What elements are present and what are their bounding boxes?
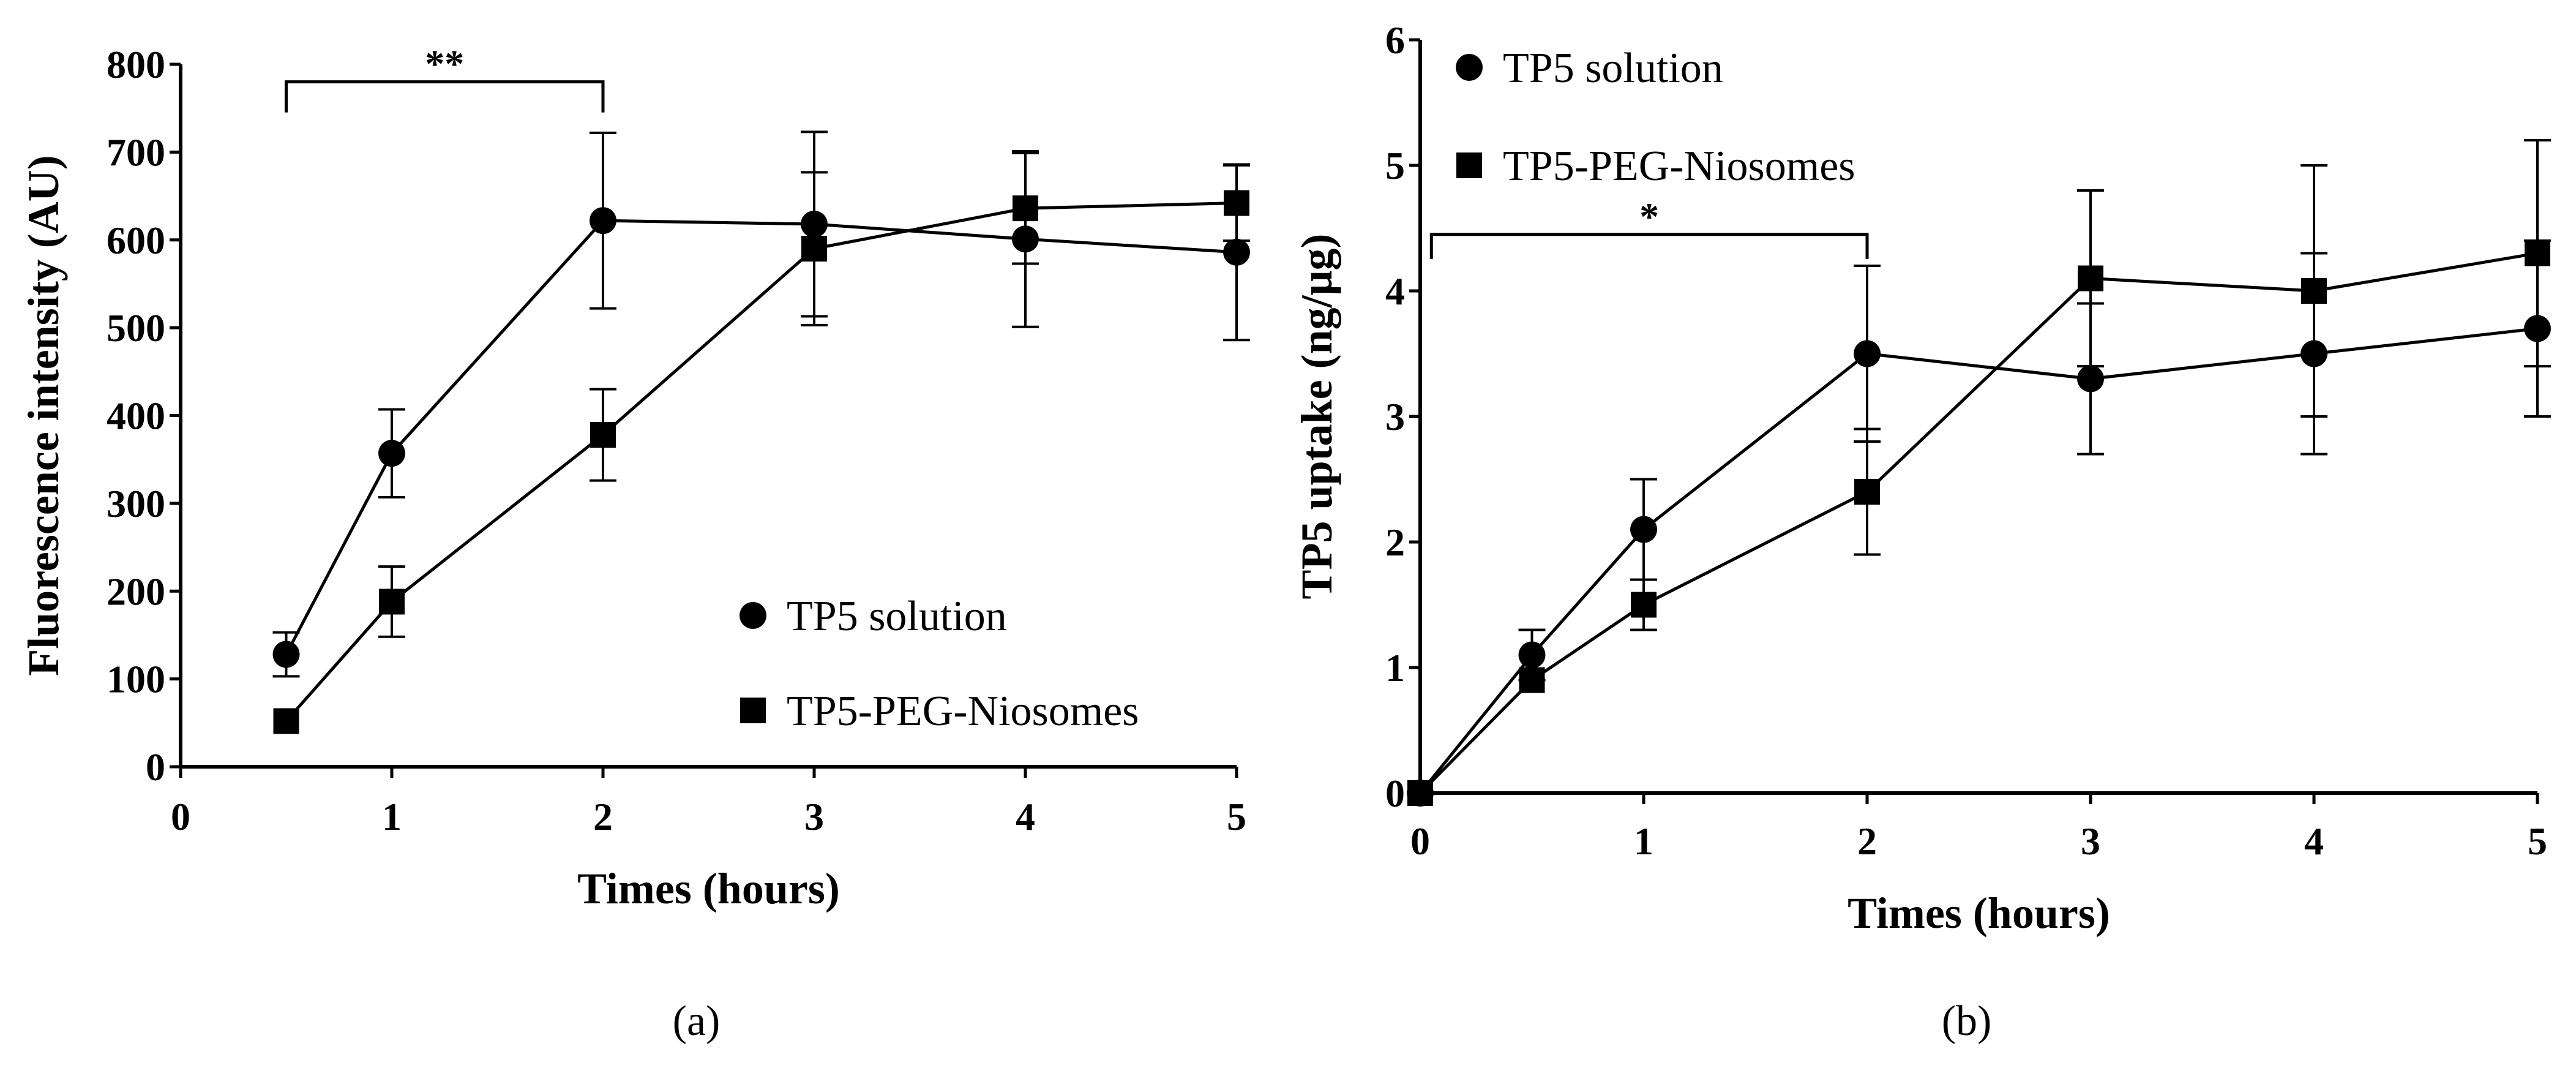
x-tick-label: 5 <box>1227 795 1246 838</box>
x-tick-label: 1 <box>1634 819 1653 863</box>
legend-label-tp5-peg-niosomes: TP5-PEG-Niosomes <box>787 688 1139 735</box>
data-point-circle <box>378 440 405 467</box>
series-line-tp5-solution <box>285 219 1237 655</box>
data-point-square <box>1854 479 1880 505</box>
x-axis-title: Times (hours) <box>577 864 840 913</box>
panel-label: (b) <box>1942 998 1992 1045</box>
y-tick-label: 6 <box>1385 18 1405 62</box>
y-tick-label: 3 <box>1385 395 1405 438</box>
series-line-tp5-peg-niosomes <box>1419 252 2538 794</box>
data-point-circle <box>1630 516 1657 543</box>
y-tick-label: 600 <box>107 219 165 262</box>
y-tick-label: 700 <box>107 130 165 174</box>
significance-label: * <box>1639 195 1659 238</box>
data-point-square <box>1013 195 1038 222</box>
significance-label: ** <box>425 42 464 86</box>
y-tick-label: 200 <box>107 570 165 613</box>
data-point-square <box>590 422 616 448</box>
x-tick-label: 0 <box>171 795 190 838</box>
y-tick-label: 5 <box>1385 144 1405 187</box>
legend-label-tp5-peg-niosomes: TP5-PEG-Niosomes <box>1503 143 1855 190</box>
x-tick-label: 2 <box>593 795 613 838</box>
data-point-circle <box>1223 238 1250 266</box>
data-point-circle <box>1518 641 1546 669</box>
data-point-square <box>379 589 405 615</box>
x-tick-label: 4 <box>1016 795 1035 838</box>
y-tick-label: 100 <box>107 658 165 701</box>
x-tick-label: 4 <box>2304 819 2324 863</box>
data-point-square <box>1519 667 1545 693</box>
y-tick-label: 800 <box>107 43 165 86</box>
y-tick-label: 300 <box>107 482 165 525</box>
data-point-square <box>2301 278 2327 304</box>
x-tick-label: 3 <box>2081 819 2100 863</box>
data-point-square <box>2525 240 2550 266</box>
data-point-square <box>801 236 827 262</box>
data-point-square <box>1631 592 1657 618</box>
series-line-tp5-peg-niosomes <box>285 201 1237 723</box>
panel-label: (a) <box>673 998 721 1045</box>
data-point-square <box>1224 190 1249 216</box>
significance-bracket <box>285 80 605 113</box>
y-tick-label: 4 <box>1385 269 1405 313</box>
y-tick-label: 1 <box>1385 646 1405 690</box>
y-axis-title: Fluorescence intensity (AU) <box>19 155 68 676</box>
chart-panel-b: 0 1 2 3 4 5 6 0 1 2 3 4 5 Times (hours) TP5 uptake (ng… <box>1292 18 2551 1045</box>
data-point-circle <box>590 207 616 235</box>
x-tick-label: 2 <box>1857 819 1877 863</box>
y-tick-label: 0 <box>146 745 165 789</box>
legend-marker-square <box>740 698 766 723</box>
legend-marker-square <box>1456 152 1482 178</box>
data-point-circle <box>2077 365 2104 393</box>
y-tick-label: 2 <box>1385 521 1405 564</box>
data-point-square <box>1407 780 1433 806</box>
y-tick-label: 500 <box>107 306 165 350</box>
x-axis-title: Times (hours) <box>1848 889 2110 938</box>
x-tick-label: 0 <box>1410 819 1430 863</box>
chart-panel-a: 0 100 200 300 400 500 600 700 800 0 1 2 3 4 5 Times (ho… <box>19 42 1250 1045</box>
significance-bracket <box>1429 233 1869 259</box>
legend-label-tp5-solution: TP5 solution <box>1503 45 1723 92</box>
x-tick-label: 5 <box>2528 819 2547 863</box>
data-point-square <box>273 708 299 734</box>
legend-marker-circle <box>739 602 766 629</box>
legend-marker-circle <box>1456 54 1483 81</box>
series-line-tp5-solution <box>1419 327 2538 794</box>
y-axis-title: TP5 uptake (ng/μg) <box>1292 234 1341 600</box>
data-point-circle <box>272 641 300 668</box>
y-tick-label: 0 <box>1385 772 1405 815</box>
data-point-circle <box>1854 340 1881 367</box>
data-point-square <box>2078 265 2103 292</box>
y-tick-label: 400 <box>107 394 165 438</box>
x-tick-label: 1 <box>382 795 402 838</box>
x-tick-label: 3 <box>804 795 824 838</box>
legend-label-tp5-solution: TP5 solution <box>787 593 1007 640</box>
